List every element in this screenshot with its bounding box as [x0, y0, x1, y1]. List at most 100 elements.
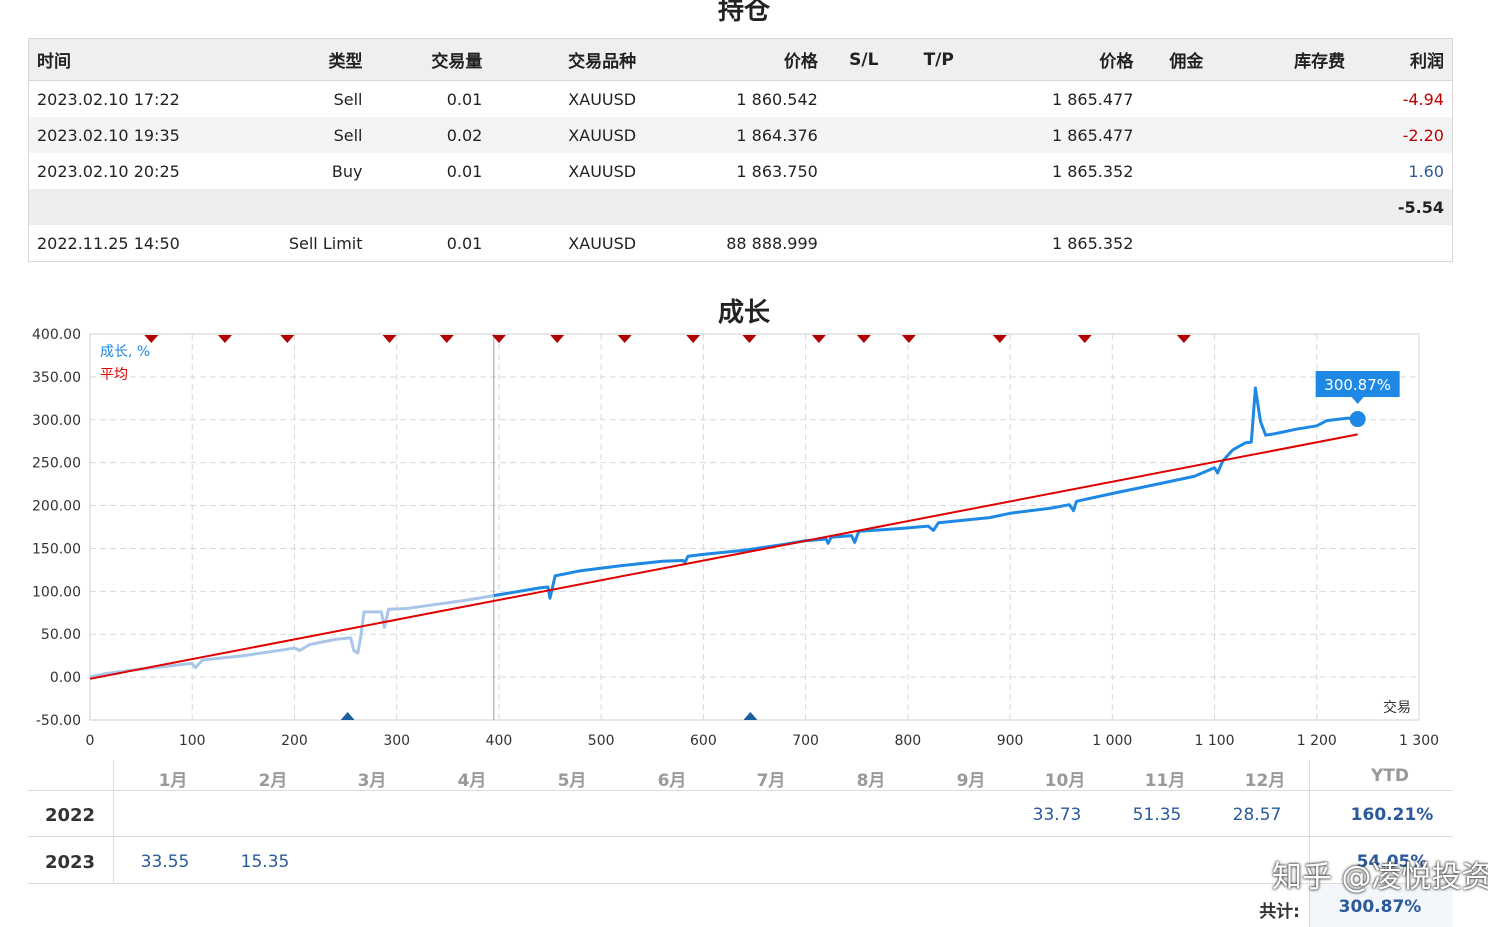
header-commission[interactable]: 佣金: [1169, 52, 1204, 72]
event-marker-bottom: [743, 712, 758, 720]
event-marker-top: [901, 335, 916, 343]
x-tick-label: 200: [281, 733, 308, 749]
event-marker-top: [439, 335, 454, 343]
row-volume: 0.02: [446, 125, 483, 145]
header-type[interactable]: 类型: [328, 52, 363, 72]
event-marker-bottom: [340, 712, 355, 720]
event-marker-top: [144, 335, 159, 343]
event-marker-top: [217, 335, 232, 343]
y-tick-label: 100.00: [32, 584, 81, 600]
y-tick-label: 250.00: [32, 456, 81, 472]
summary-row: -5.54: [29, 189, 1452, 225]
event-marker-top: [550, 335, 565, 343]
y-tick-label: 400.00: [32, 327, 81, 343]
y-tick-label: 0.00: [50, 670, 81, 686]
total-cell-bg: [1310, 884, 1453, 927]
total-value: 300.87%: [1338, 897, 1422, 917]
month-value[interactable]: 28.57: [1232, 805, 1282, 825]
event-marker-top: [742, 335, 757, 343]
ytd-header: YTD: [1370, 766, 1410, 786]
event-marker-top: [491, 335, 506, 343]
month-header: 12月: [1244, 771, 1286, 791]
event-marker-top: [617, 335, 632, 343]
row-profit: -4.94: [1402, 89, 1444, 109]
x-tick-label: 1 300: [1399, 733, 1439, 749]
y-tick-label: 300.00: [32, 413, 81, 429]
positions-table: 时间 类型 交易量 交易品种 价格 S/L T/P 价格 佣金 库存费 利润 2…: [28, 38, 1453, 262]
watermark: 知乎 @凌悦投资: [1272, 860, 1488, 895]
y-tick-label: 150.00: [32, 541, 81, 557]
x-tick-label: 0: [86, 733, 95, 749]
header-tp[interactable]: T/P: [923, 49, 954, 70]
header-volume[interactable]: 交易量: [431, 52, 483, 72]
monthly-divider-vertical: [113, 760, 114, 883]
month-header: 9月: [956, 771, 986, 791]
month-header: 3月: [357, 771, 387, 791]
header-time[interactable]: 时间: [37, 52, 71, 72]
row-time: 2023.02.10 19:35: [37, 125, 180, 145]
year-label: 2022: [44, 805, 96, 826]
row-time: 2023.02.10 17:22: [37, 89, 180, 109]
x-tick-label: 600: [690, 733, 717, 749]
row-symbol: XAUUSD: [568, 233, 637, 253]
ytd-value: 54.05%: [1356, 852, 1428, 872]
event-marker-top: [1077, 335, 1092, 343]
month-header: 7月: [756, 771, 786, 791]
month-value[interactable]: 51.35: [1132, 805, 1182, 825]
positions-title: 持仓: [717, 0, 770, 26]
month-header: 1月: [158, 771, 188, 791]
y-tick-label: 200.00: [32, 499, 81, 515]
x-tick-label: 1 100: [1194, 733, 1234, 749]
row-type: Sell: [333, 89, 363, 109]
month-value[interactable]: 33.55: [140, 852, 190, 872]
average-line: [89, 433, 1358, 680]
row-volume: 0.01: [446, 233, 483, 253]
growth-title: 成长: [717, 298, 770, 328]
plot-area: [89, 333, 1420, 721]
row-price-open: 1 863.750: [736, 161, 818, 181]
monthly-divider: [28, 836, 1453, 837]
current-value-label: 300.87%: [1324, 376, 1391, 394]
event-marker-top: [856, 335, 871, 343]
x-axis-title: 交易: [1383, 699, 1411, 716]
row-symbol: XAUUSD: [568, 89, 637, 109]
header-swap[interactable]: 库存费: [1294, 52, 1346, 72]
header-symbol[interactable]: 交易品种: [568, 52, 637, 72]
legend-average: 平均: [100, 367, 128, 383]
month-value[interactable]: 15.35: [240, 852, 290, 872]
row-time: 2023.02.10 20:25: [37, 161, 180, 181]
growth-chart[interactable]: -50.00 0.00 50.00 100.00 150.00 200.00 250.00 3…: [0, 320, 1488, 760]
row-volume: 0.01: [446, 89, 483, 109]
month-value[interactable]: 33.73: [1032, 805, 1082, 825]
row-price-open: 1 860.542: [736, 89, 818, 109]
month-header: 4月: [457, 771, 487, 791]
header-price-current[interactable]: 价格: [1099, 52, 1134, 72]
x-tick-label: 400: [486, 733, 513, 749]
row-price-current: 1 865.477: [1051, 89, 1134, 109]
row-type: Sell Limit: [288, 233, 363, 253]
row-profit: -2.20: [1402, 125, 1444, 145]
row-price-open: 88 888.999: [726, 233, 818, 253]
month-header: 5月: [557, 771, 587, 791]
event-marker-top: [382, 335, 397, 343]
row-volume: 0.01: [446, 161, 483, 181]
month-header: 6月: [657, 771, 687, 791]
row-price-current: 1 865.352: [1051, 161, 1134, 181]
y-tick-label: 350.00: [32, 370, 81, 386]
y-tick-label: 50.00: [41, 627, 81, 643]
header-profit[interactable]: 利润: [1409, 52, 1444, 72]
table-row: 2023.02.10 17:22 Sell 0.01 XAUUSD 1 860.…: [29, 81, 1452, 117]
x-tick-label: 1 000: [1092, 733, 1132, 749]
header-sl[interactable]: S/L: [849, 49, 879, 70]
x-tick-label: 800: [894, 733, 921, 749]
event-marker-top: [280, 335, 295, 343]
x-tick-label: 500: [588, 733, 615, 749]
month-header: 11月: [1144, 771, 1186, 791]
row-type: Sell: [333, 125, 363, 145]
total-label: 共计:: [1259, 902, 1300, 922]
event-marker-top: [1176, 335, 1191, 343]
row-symbol: XAUUSD: [568, 125, 637, 145]
header-price-open[interactable]: 价格: [783, 52, 818, 72]
current-value-pointer: [1351, 397, 1364, 405]
row-time: 2022.11.25 14:50: [37, 233, 180, 253]
